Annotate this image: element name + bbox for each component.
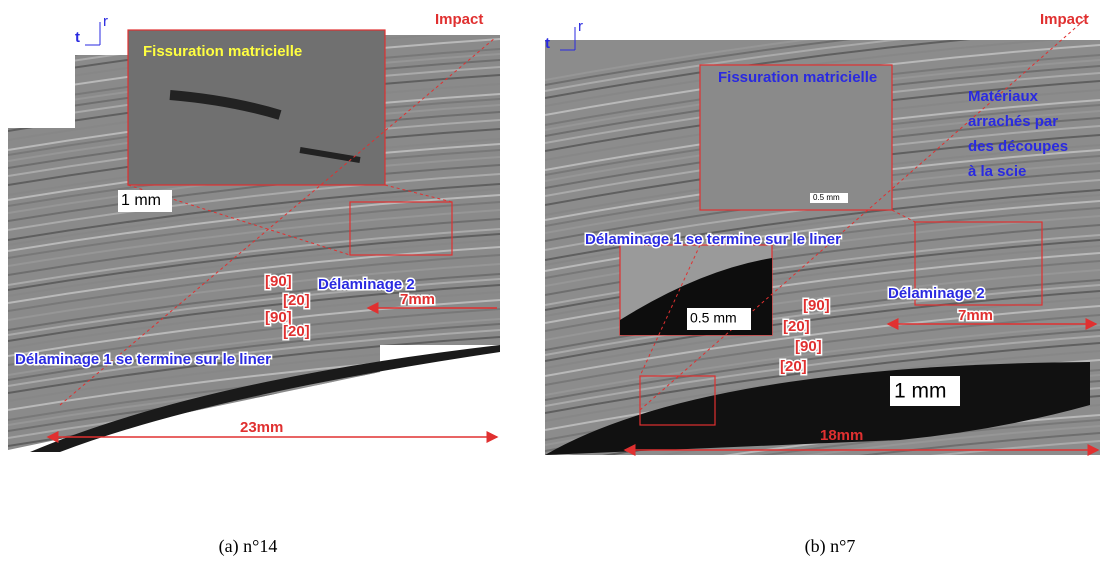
dimension-label: 23mm [240,419,283,436]
annotation: arrachés par [968,113,1058,130]
ply-label: [20] [780,358,807,375]
caption: (a) n°14 [219,536,278,557]
annotation: Fissuration matricielle [143,43,302,60]
dimension-label: 18mm [820,427,863,444]
annotation: Fissuration matricielle [718,69,877,86]
axis-label: t [545,35,550,52]
annotation: des découpes [968,138,1068,155]
axis-label: r [103,13,108,30]
dimension-label: 7mm [958,307,993,324]
ply-label: [90] [803,297,830,314]
axis-label: t [75,29,80,46]
caption: (b) n°7 [805,536,856,557]
impact-label: Impact [435,11,483,28]
scale-label: 1 mm [894,380,947,403]
annotation: Délaminage 1 se termine sur le liner [15,351,271,368]
ply-label: [90] [265,273,292,290]
scale-label: 1 mm [121,192,161,209]
ply-label: [20] [283,323,310,340]
ply-label: [90] [795,338,822,355]
annotation: Matériaux [968,88,1039,105]
texture [8,444,500,500]
axis-label: r [578,18,583,35]
impact-label: Impact [1040,11,1088,28]
annotation: Délaminage 1 se termine sur le liner [585,231,841,248]
scale-label: 0.5 mm [813,193,840,202]
annotation: à la scie [968,163,1026,180]
dimension-label: 7mm [400,291,435,308]
annotation: Délaminage 2 [888,285,985,302]
scale-label: 0.5 mm [690,310,737,326]
ply-label: [20] [783,318,810,335]
ply-label: [20] [283,292,310,309]
figure: Impact t r Fissuration matricielle 1 mm … [0,0,1107,567]
